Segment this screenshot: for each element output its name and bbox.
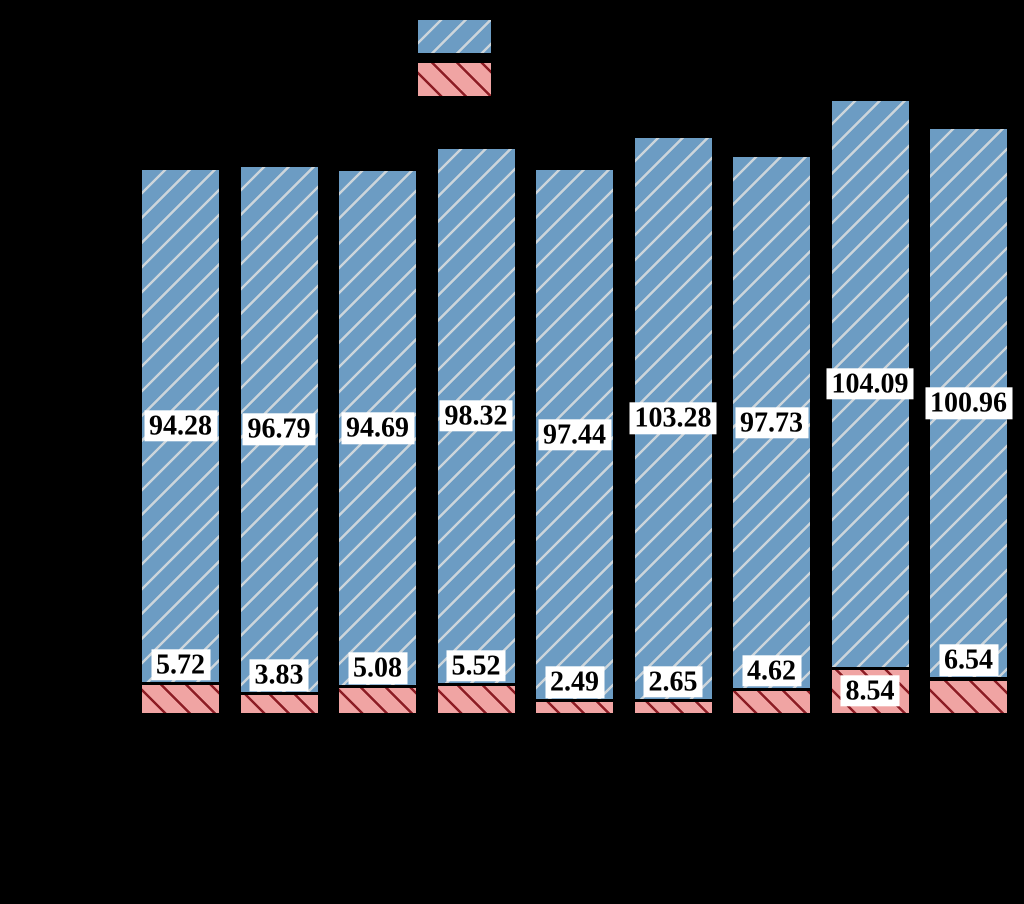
value-label-lower: 5.08 <box>348 652 407 685</box>
bar-segment-lower <box>536 699 613 713</box>
value-label-lower: 5.52 <box>446 650 506 682</box>
value-label-upper: 97.73 <box>735 406 808 439</box>
bar-segment-lower <box>339 685 416 713</box>
value-label-upper: 97.44 <box>538 419 611 451</box>
upper-series-swatch <box>418 20 491 53</box>
value-label-lower: 2.65 <box>643 665 703 698</box>
value-label-upper: 94.69 <box>341 412 414 445</box>
bar-segment-lower <box>240 692 318 713</box>
value-label-lower: 5.72 <box>151 649 210 681</box>
value-label-upper: 104.09 <box>826 368 914 400</box>
bar-group <box>930 129 1007 713</box>
bar-segment-lower <box>142 681 219 713</box>
value-label-upper: 100.96 <box>925 387 1012 420</box>
bar-segment-lower <box>930 677 1007 713</box>
bar-group <box>831 101 909 713</box>
value-label-lower: 2.49 <box>545 666 604 699</box>
value-label-lower: 3.83 <box>249 659 309 691</box>
value-label-upper: 98.32 <box>439 400 513 432</box>
lower-series-swatch <box>418 63 491 96</box>
bar-segment-lower <box>733 687 810 713</box>
value-label-upper: 103.28 <box>629 402 717 434</box>
bar-segment-lower <box>634 698 712 713</box>
value-label-upper: 94.28 <box>144 410 217 442</box>
bar-segment-lower <box>437 683 515 713</box>
value-label-lower: 4.62 <box>742 655 801 687</box>
value-label-lower: 6.54 <box>939 644 998 677</box>
value-label-upper: 96.79 <box>242 413 316 446</box>
value-label-lower: 8.54 <box>840 675 900 707</box>
